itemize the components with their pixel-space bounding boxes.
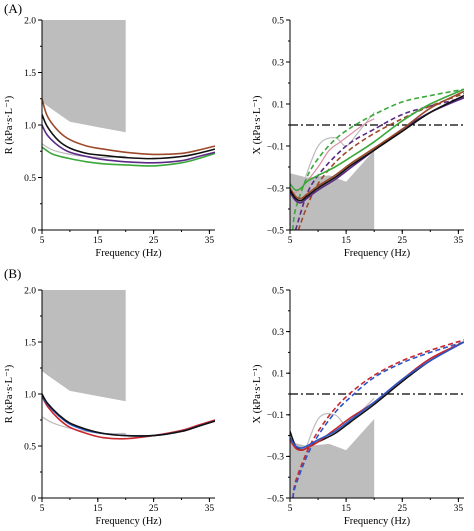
chart-0-x-tick-label: 25 [149,236,159,246]
chart-0-y-axis-title: R (kPa·s·L⁻¹) [4,95,15,154]
chart-3-x-tick-label: 25 [398,504,408,514]
chart-3-y-tick-label: 0.1 [272,370,284,380]
panel-a-reactance-chart: −0.5 −0.3 −0.1 0.1 0.3 0.5 5 15 25 35 Frequency (H… [252,16,464,259]
chart-2-x-tick-label: 25 [149,504,159,514]
chart-1-x-axis-title: Frequency (Hz) [344,248,411,259]
chart-2-y-axis-title: R (kPa·s·L⁻¹) [4,364,15,423]
chart-1-series-5-green-line [290,88,464,192]
chart-3-series-2-blue-dashed-line [292,341,464,498]
chart-3-x-axis-title: Frequency (Hz) [344,516,411,527]
chart-0-x-tick-label: 15 [93,236,103,246]
chart-3-x-tick-label: 15 [341,504,351,514]
chart-3-x-tick-label: 35 [454,504,464,514]
chart-1-series-4-brown-dashed-line [297,92,464,230]
chart-2-y-tick-label: 0.5 [24,442,36,452]
chart-2-reference-band [42,290,126,402]
chart-2-x-tick-label: 15 [93,504,103,514]
chart-0-x-tick-label: 35 [205,236,215,246]
chart-3-plot-area [290,339,464,498]
chart-1-y-tick-label: 0.5 [272,16,284,26]
chart-0-y-tick-label: 2.0 [24,16,36,26]
chart-3-reference-band [290,419,375,498]
chart-0-y-tick-label: 0.5 [24,174,36,184]
chart-3-y-axis-title: X (kPa·s·L⁻¹) [252,364,263,424]
chart-0-series-4-brown-line [42,98,215,156]
chart-1-x-tick-label: 15 [341,236,351,246]
chart-2-x-tick-label: 5 [40,504,45,514]
chart-3-series-1-red-dashed-line [292,339,464,498]
chart-3-y-tick-label: −0.1 [267,411,284,421]
chart-0-reference-band [42,20,126,133]
chart-1-plot-area [290,88,464,230]
panel-label-b: (B) [4,266,21,281]
chart-3-y-tick-label: 0.3 [272,328,284,338]
chart-3-y-tick-label: 0.5 [272,286,284,296]
chart-0-series-3-black-line [42,114,215,160]
chart-2-series-1-red-line [42,395,215,440]
panel-a-resistance-chart: 0 0.5 1.0 1.5 2.0 5 15 25 35 Frequency (Hz) R (kPa… [4,16,215,259]
chart-2-y-tick-label: 0 [31,494,36,504]
chart-2-x-axis-title: Frequency (Hz) [95,516,162,527]
chart-0-series-2-purple-line [42,124,215,164]
chart-2-y-tick-label: 1.0 [24,390,36,400]
chart-3-x-tick-label: 5 [288,504,293,514]
panel-b-resistance-chart: 0 0.5 1.0 1.5 2.0 5 15 25 35 Frequency (Hz) R (kPa… [4,286,215,527]
chart-0-x-tick-label: 5 [40,236,45,246]
chart-3-y-tick-label: −0.5 [267,494,284,504]
panel-label-a: (A) [4,1,22,16]
chart-1-y-tick-label: 0.1 [272,100,284,110]
chart-1-x-tick-label: 35 [454,236,464,246]
chart-1-series-2-green-dashed-line [292,88,464,230]
chart-1-series-8-black-line [290,94,464,202]
chart-2-y-tick-label: 1.5 [24,338,36,348]
chart-1-x-tick-label: 5 [288,236,293,246]
chart-1-y-tick-label: −0.5 [267,226,284,236]
chart-0-y-tick-label: 1.5 [24,69,36,79]
chart-1-y-tick-label: −0.1 [267,142,284,152]
chart-1-y-tick-label: 0.3 [272,58,284,68]
chart-0-series-1-green-line [42,146,215,167]
chart-2-series-0-lightgray-line [42,416,126,435]
chart-2-x-tick-label: 35 [205,504,215,514]
chart-0-y-tick-label: 0 [31,226,36,236]
chart-1-y-axis-title: X (kPa·s·L⁻¹) [252,95,263,155]
chart-0-x-axis-title: Frequency (Hz) [95,248,162,259]
chart-3-y-tick-label: −0.3 [267,453,284,463]
chart-2-series-3-black-line [42,393,215,437]
chart-2-plot-area [42,290,215,440]
chart-3-series-5-blue-line [290,341,464,449]
chart-0-y-tick-label: 1.0 [24,121,36,131]
chart-1-reference-band [290,150,375,230]
chart-2-y-tick-label: 2.0 [24,286,36,296]
chart-1-x-tick-label: 25 [398,236,408,246]
chart-1-series-7-brown-line [290,90,464,200]
chart-1-y-tick-label: −0.3 [267,184,284,194]
chart-0-plot-area [42,20,215,167]
panel-b-reactance-chart: −0.5 −0.3 −0.1 0.1 0.3 0.5 5 15 25 35 Frequency (H… [252,286,464,527]
